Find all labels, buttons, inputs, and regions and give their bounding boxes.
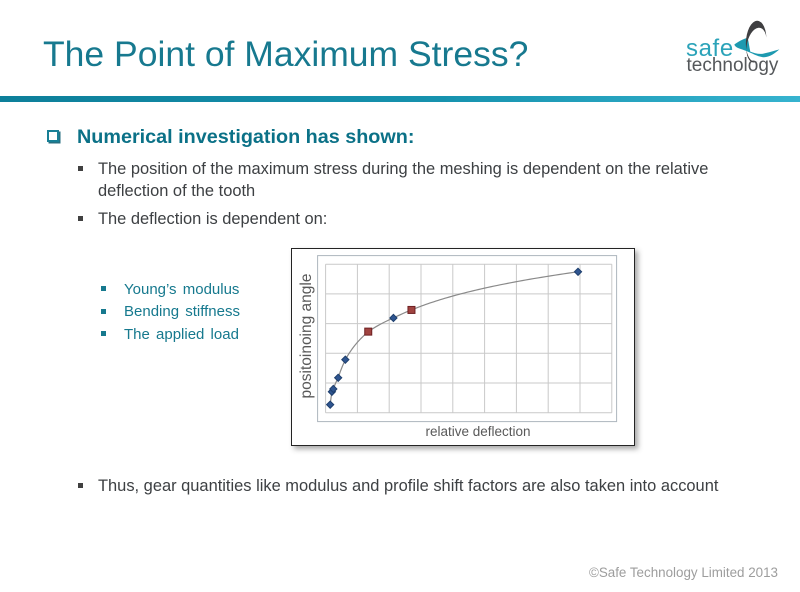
- bullet-text-1: The position of the maximum stress durin…: [98, 159, 709, 200]
- chart-canvas: [317, 255, 618, 423]
- chart-y-axis-label: positoinoing angle: [298, 273, 315, 398]
- sub-bullet-text: Bending stiffness: [124, 303, 240, 321]
- chart-x-axis-label: relative deflection: [425, 423, 531, 439]
- closing-bullet-text: Thus, gear quantities like modulus and p…: [98, 476, 719, 495]
- teal-square-bullet-icon: [101, 331, 106, 337]
- crescent-icon: [745, 20, 767, 63]
- teal-sub-list: Young’s modulus Bending stiffness The ap…: [124, 279, 240, 347]
- title-divider-rule: [0, 96, 800, 102]
- deflection-angle-chart: positoinoing angle relative deflection: [291, 248, 635, 446]
- logo-swoosh-icon: [734, 20, 780, 63]
- teal-square-bullet-icon: [101, 308, 106, 314]
- section-heading: Numerical investigation has shown:: [77, 125, 415, 148]
- square-bullet-icon: [78, 216, 83, 222]
- copyright-footer: ©Safe Technology Limited 2013: [588, 565, 778, 581]
- logo-word-technology: technology: [686, 54, 779, 76]
- checkbox-bullet-icon: [47, 130, 59, 142]
- square-bullet-icon: [78, 166, 83, 172]
- square-bullet-icon: [78, 483, 83, 489]
- ellipse-swoosh-icon: [734, 37, 780, 58]
- slide-title: The Point of Maximum Stress?: [43, 33, 529, 74]
- sub-bullet-text: Young’s modulus: [124, 280, 240, 298]
- sub-bullet-text: The applied load: [124, 325, 239, 343]
- teal-square-bullet-icon: [101, 286, 106, 292]
- bullet-text-2: The deflection is dependent on:: [98, 209, 328, 228]
- logo-word-safe: safe: [686, 35, 734, 63]
